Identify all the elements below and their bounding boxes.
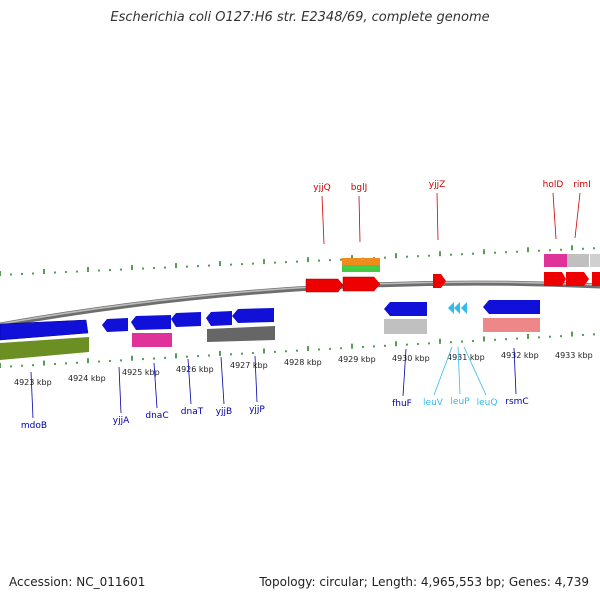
- gene-yjjB: [206, 311, 232, 326]
- gene-rsmC: [483, 300, 540, 314]
- feature-dnaC-pink: [132, 333, 172, 347]
- label-line: [358, 195, 361, 243]
- forward-features: [305, 254, 600, 293]
- kbp-label: 4931 kbp: [447, 353, 485, 362]
- gene-fhuF: [384, 302, 427, 316]
- gene-next: [592, 272, 600, 286]
- gene-label-leuQ: leuQ: [477, 398, 498, 408]
- label-line: [254, 355, 258, 403]
- gene-yjjZ: [433, 274, 446, 288]
- feature-bglJ-orange: [342, 258, 380, 265]
- label-line: [220, 356, 225, 405]
- kbp-label: 4926 kbp: [176, 365, 214, 374]
- trna-leuV: [448, 302, 454, 314]
- gene-dnaT: [171, 312, 201, 327]
- label-line: [321, 195, 325, 245]
- label-line: [513, 347, 517, 395]
- gene-dnaC: [131, 315, 171, 330]
- gene-holD: [544, 272, 566, 286]
- gene-label-bglJ: bglJ: [351, 183, 368, 193]
- gene-label-rsmC: rsmC: [505, 397, 528, 407]
- gene-yjjQ: [305, 278, 344, 293]
- label-line: [552, 192, 557, 240]
- gene-rimI: [566, 272, 589, 286]
- genome-summary: Topology: circular; Length: 4,965,553 bp…: [259, 575, 589, 589]
- label-line: [436, 192, 439, 241]
- feature-fhuF-grey: [384, 319, 427, 334]
- gene-labels: yjjQ bglJ yjjZ holD rimI mdoB yjjA dnaC dnaT yjjB…: [21, 180, 591, 431]
- gene-label-dnaC: dnaC: [145, 411, 168, 421]
- gene-mdoB: [0, 319, 89, 341]
- label-line: [457, 346, 461, 395]
- gene-label-leuV: leuV: [423, 398, 444, 408]
- gene-bglJ: [342, 276, 381, 292]
- outer-ticks: [0, 245, 595, 276]
- kbp-label: 4923 kbp: [14, 378, 52, 387]
- label-line: [118, 366, 122, 414]
- gene-label-rimI: rimI: [573, 180, 591, 190]
- trna-leuP: [454, 302, 460, 314]
- feature-rimI-grey: [567, 254, 589, 267]
- kbp-labels: 4923 kbp 4924 kbp 4925 kbp 4926 kbp 4927 kbp…: [14, 351, 593, 387]
- label-line: [30, 371, 34, 419]
- gene-label-fhuF: fhuF: [392, 399, 412, 409]
- gene-label-yjjP: yjjP: [249, 405, 265, 415]
- feature-bglJ-green: [342, 265, 380, 272]
- trna-leuQ: [461, 302, 467, 314]
- kbp-label: 4924 kbp: [68, 374, 106, 383]
- gene-yjjA: [102, 318, 128, 332]
- backbone: [0, 280, 600, 328]
- feature-yjjB-grey: [207, 326, 275, 342]
- inner-ticks: [0, 331, 595, 368]
- label-line: [153, 362, 158, 409]
- kbp-label: 4932 kbp: [501, 351, 539, 360]
- label-line: [574, 192, 581, 239]
- gene-label-leuP: leuP: [450, 397, 470, 407]
- feature-next-grey: [590, 254, 600, 267]
- gene-label-yjjB: yjjB: [216, 407, 233, 417]
- gene-yjjP: [232, 308, 274, 323]
- accession-label: Accession: NC_011601: [9, 575, 146, 589]
- gene-label-yjjA: yjjA: [113, 416, 130, 426]
- gene-label-yjjQ: yjjQ: [313, 183, 330, 193]
- gene-label-dnaT: dnaT: [181, 407, 204, 417]
- feature-rsmC-salmon: [483, 318, 540, 332]
- label-line: [402, 348, 407, 397]
- kbp-label: 4925 kbp: [122, 368, 160, 377]
- kbp-label: 4929 kbp: [338, 355, 376, 364]
- feature-holD-pink: [544, 254, 567, 267]
- feature-mdoB-olive: [0, 337, 89, 360]
- label-line: [187, 358, 192, 405]
- kbp-label: 4928 kbp: [284, 358, 322, 367]
- gene-label-lines: [30, 192, 581, 419]
- gene-label-holD: holD: [543, 180, 564, 190]
- reverse-features: [0, 300, 540, 360]
- gene-label-yjjZ: yjjZ: [429, 180, 446, 190]
- kbp-label: 4930 kbp: [392, 354, 430, 363]
- kbp-label: 4933 kbp: [555, 351, 593, 360]
- genome-title: Escherichia coli O127:H6 str. E2348/69, …: [110, 10, 490, 25]
- kbp-label: 4927 kbp: [230, 361, 268, 370]
- label-line: [433, 346, 453, 396]
- label-line: [463, 346, 487, 396]
- gene-label-mdoB: mdoB: [21, 421, 47, 431]
